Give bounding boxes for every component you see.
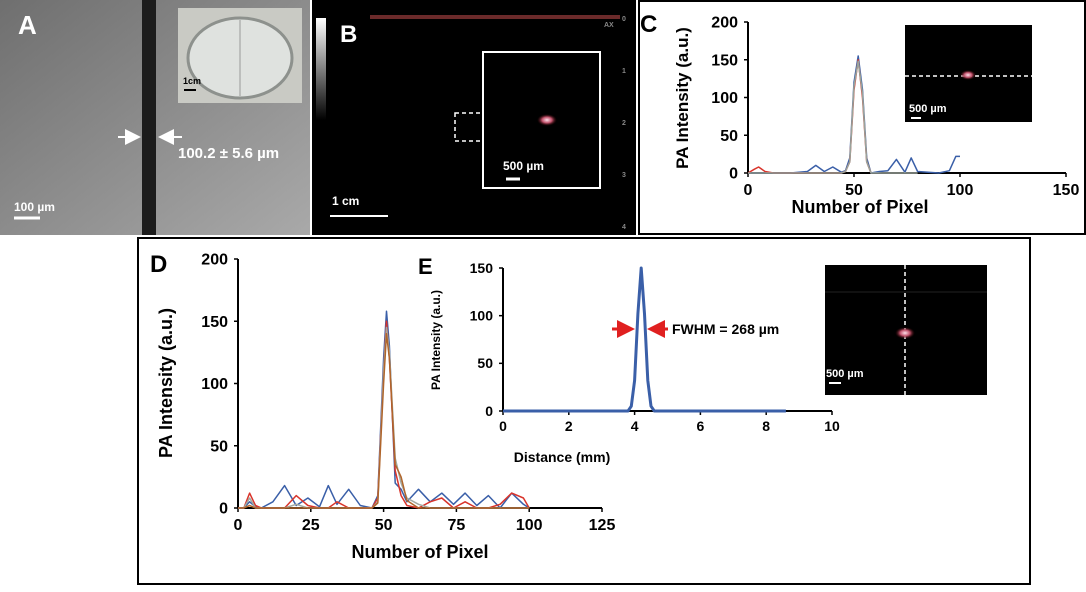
x-tick-label: 0 — [234, 517, 243, 534]
x-tick-label: 6 — [697, 418, 705, 434]
y-tick-label: 100 — [470, 308, 494, 324]
y-tick-label: 150 — [201, 314, 228, 331]
x-tick-label: 100 — [516, 517, 543, 534]
x-axis-label: Number of Pixel — [791, 197, 928, 217]
panel-label: A — [18, 10, 37, 40]
scale-label: 1 cm — [332, 194, 359, 208]
x-axis-label: Distance (mm) — [514, 449, 610, 465]
y-tick-label: 200 — [201, 252, 228, 269]
x-tick-label: 25 — [302, 517, 320, 534]
depth-tick: 1 — [622, 68, 626, 75]
y-axis-label: PA Intensity (a.u.) — [673, 27, 692, 169]
y-tick-label: 0 — [219, 501, 228, 518]
y-tick-label: 0 — [729, 166, 738, 183]
axis-name: AX — [604, 22, 614, 29]
depth-tick: 4 — [622, 224, 626, 231]
y-tick-label: 100 — [711, 90, 738, 107]
x-tick-label: 150 — [1053, 182, 1080, 199]
depth-tick: 2 — [622, 120, 626, 127]
y-tick-label: 50 — [210, 438, 228, 455]
measurement: 100.2 ± 5.6 µm — [178, 145, 279, 162]
x-tick-label: 100 — [947, 182, 974, 199]
inset-scale-label: 500 µm — [503, 159, 544, 173]
x-tick-label: 0 — [499, 418, 507, 434]
depth-tick: 3 — [622, 172, 626, 179]
panel-label: C — [640, 11, 657, 38]
y-tick-label: 50 — [720, 128, 738, 145]
x-axis-label: Number of Pixel — [351, 542, 488, 562]
x-tick-label: 0 — [744, 182, 753, 199]
depth-tick: 0 — [622, 16, 626, 23]
y-tick-label: 100 — [201, 376, 228, 393]
panel-a: 1cm 100.2 ± 5.6 µm 100 µm A — [0, 0, 310, 235]
panel-label: B — [340, 21, 357, 48]
panel-e: E FWHM = 268 µm 500 µm — [418, 254, 987, 395]
annotation: FWHM = 268 µm — [672, 321, 779, 337]
panel-b: AX 0 1 2 3 4 B 500 µm 1 cm — [312, 0, 636, 235]
y-tick-label: 150 — [711, 52, 738, 69]
panel-label: D — [150, 251, 167, 278]
y-tick-label: 200 — [711, 15, 738, 32]
series-line — [503, 266, 786, 413]
y-tick-label: 50 — [477, 355, 493, 371]
y-tick-label: 0 — [485, 403, 493, 419]
x-tick-label: 75 — [448, 517, 466, 534]
series-line — [748, 60, 918, 174]
y-axis-label: PA Intensity (a.u.) — [429, 290, 443, 390]
scale-label: 100 µm — [14, 200, 55, 214]
inset-scale-label: 500 µm — [909, 103, 947, 115]
x-tick-label: 8 — [762, 418, 770, 434]
panel-c: C 500 µm — [638, 0, 1086, 235]
x-tick-label: 50 — [375, 517, 393, 534]
series-line — [238, 332, 530, 509]
x-tick-label: 10 — [824, 418, 840, 434]
y-axis-label: PA Intensity (a.u.) — [156, 308, 176, 458]
y-tick-label: 150 — [470, 260, 494, 276]
x-tick-label: 2 — [565, 418, 573, 434]
inset-scale-label: 500 µm — [826, 368, 864, 380]
x-tick-label: 50 — [845, 182, 863, 199]
panel-label: E — [418, 254, 433, 279]
x-tick-label: 125 — [589, 517, 616, 534]
x-tick-label: 4 — [631, 418, 639, 434]
inset-scale-label: 1cm — [183, 76, 201, 86]
